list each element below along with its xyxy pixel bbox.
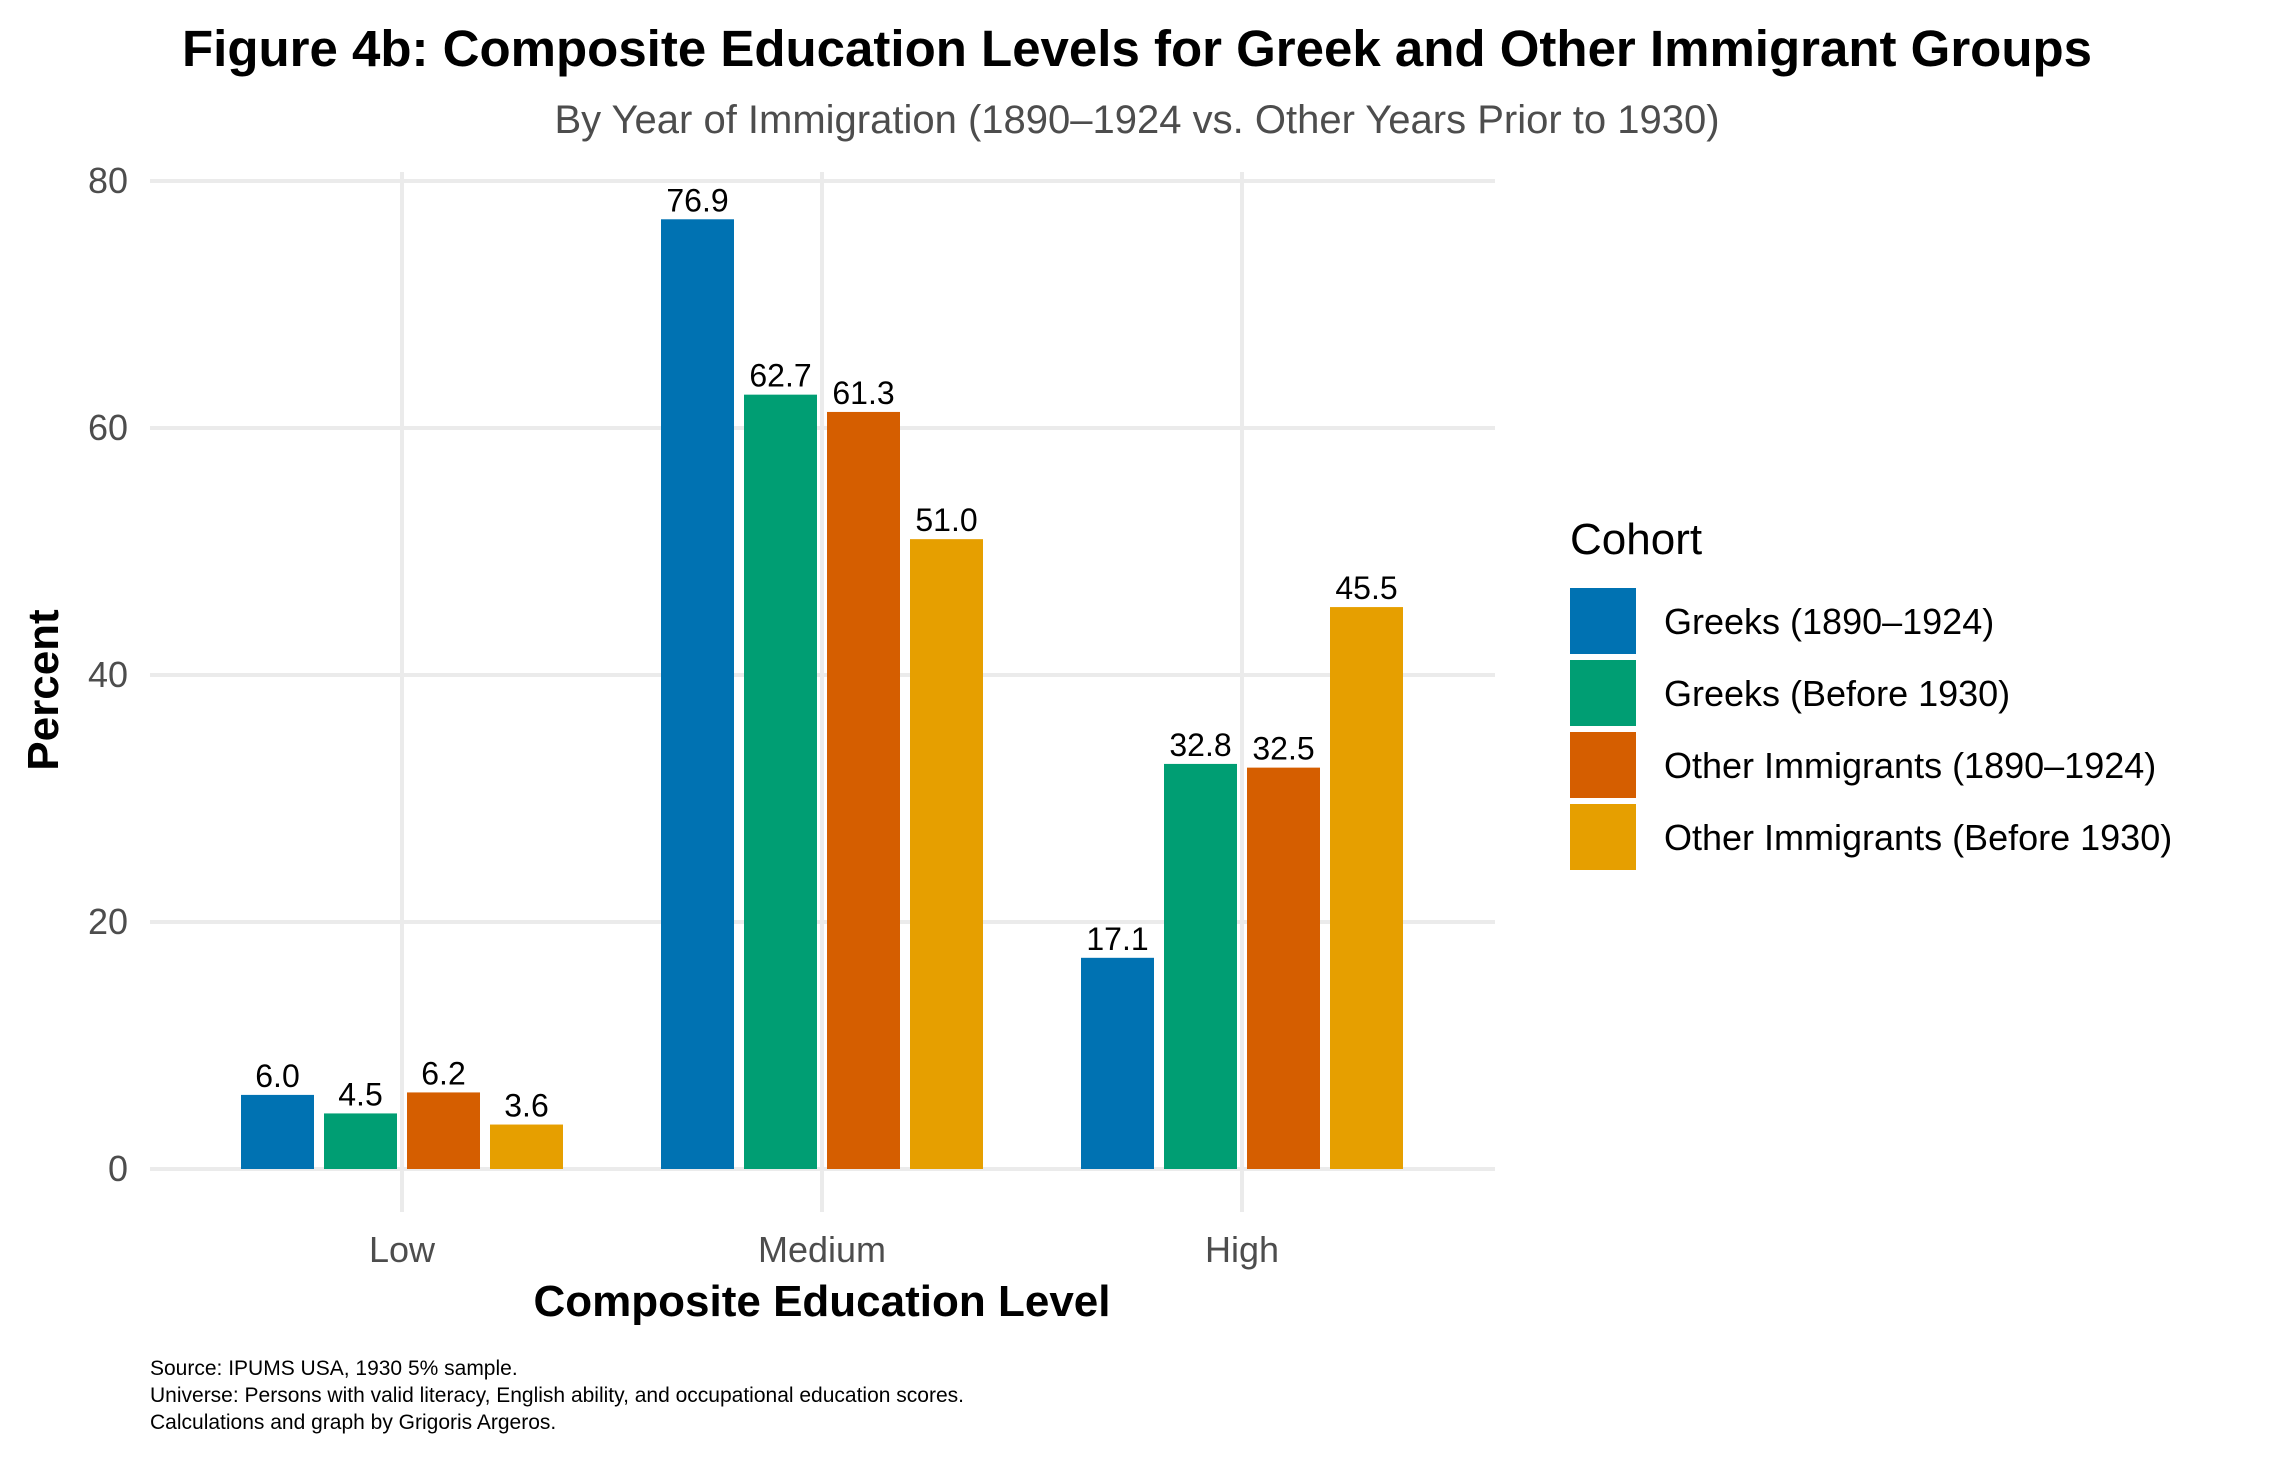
legend-title: Cohort: [1570, 515, 1702, 564]
legend-swatch: [1570, 732, 1636, 798]
data-label: 6.2: [421, 1055, 465, 1091]
bar-medium-series-2: [744, 394, 817, 1169]
data-label: 45.5: [1335, 570, 1397, 606]
data-label: 32.5: [1252, 731, 1314, 767]
bar-medium-series-4: [910, 539, 983, 1169]
bars: [241, 219, 1403, 1169]
x-tick-label-high: High: [1205, 1229, 1279, 1270]
data-label: 62.7: [749, 358, 811, 394]
gridlines: [150, 172, 1495, 1212]
caption-credit: Calculations and graph by Grigoris Arger…: [150, 1411, 556, 1434]
data-label: 32.8: [1169, 727, 1231, 763]
legend-swatch: [1570, 660, 1636, 726]
legend-label: Other Immigrants (1890–1924): [1664, 745, 2156, 786]
legend: Cohort Greeks (1890–1924) Greeks (Before …: [1570, 515, 2172, 870]
legend-swatch: [1570, 804, 1636, 870]
bar-high-series-2: [1164, 763, 1237, 1169]
bar-low-series-1: [241, 1094, 314, 1169]
y-axis-title: Percent: [19, 609, 68, 771]
x-tick-label-low: Low: [369, 1229, 436, 1270]
data-label: 76.9: [666, 182, 728, 218]
bar-medium-series-3: [827, 411, 900, 1169]
bar-high-series-3: [1247, 767, 1320, 1169]
x-tick-label-medium: Medium: [758, 1229, 886, 1270]
y-tick-label: 80: [88, 160, 128, 201]
y-tick-label: 60: [88, 407, 128, 448]
data-label: 3.6: [504, 1088, 548, 1124]
chart-subtitle: By Year of Immigration (1890–1924 vs. Ot…: [554, 98, 1719, 142]
x-axis-title: Composite Education Level: [534, 1277, 1111, 1326]
data-label: 17.1: [1086, 921, 1148, 957]
y-tick-label: 40: [88, 654, 128, 695]
bar-low-series-2: [324, 1113, 397, 1169]
caption: Source: IPUMS USA, 1930 5% sample. Unive…: [150, 1357, 964, 1434]
data-label: 61.3: [832, 375, 894, 411]
y-axis-ticks: 0 20 40 60 80: [88, 160, 128, 1189]
caption-universe: Universe: Persons with valid literacy, E…: [150, 1384, 964, 1407]
legend-label: Greeks (1890–1924): [1664, 601, 1994, 642]
bar-medium-series-1: [661, 219, 734, 1169]
x-axis-ticks: Low Medium High: [369, 1229, 1279, 1270]
caption-source: Source: IPUMS USA, 1930 5% sample.: [150, 1357, 518, 1380]
data-label: 6.0: [255, 1058, 299, 1094]
bar-low-series-4: [490, 1124, 563, 1169]
bar-low-series-3: [407, 1092, 480, 1169]
bar-high-series-1: [1081, 957, 1154, 1169]
legend-label: Other Immigrants (Before 1930): [1664, 817, 2172, 858]
legend-swatch: [1570, 588, 1636, 654]
data-label: 51.0: [915, 502, 977, 538]
chart-title: Figure 4b: Composite Education Levels fo…: [182, 20, 2092, 77]
y-tick-label: 0: [108, 1148, 128, 1189]
legend-label: Greeks (Before 1930): [1664, 673, 2010, 714]
data-label: 4.5: [338, 1076, 382, 1112]
data-labels: 6.0 4.5 6.2 3.6 76.9 62.7 61.3 51.0 17.1 32.8 32.5…: [255, 182, 1397, 1123]
legend-items: Greeks (1890–1924) Greeks (Before 1930) Ot…: [1570, 588, 2172, 870]
bar-high-series-4: [1330, 607, 1403, 1169]
y-tick-label: 20: [88, 901, 128, 942]
